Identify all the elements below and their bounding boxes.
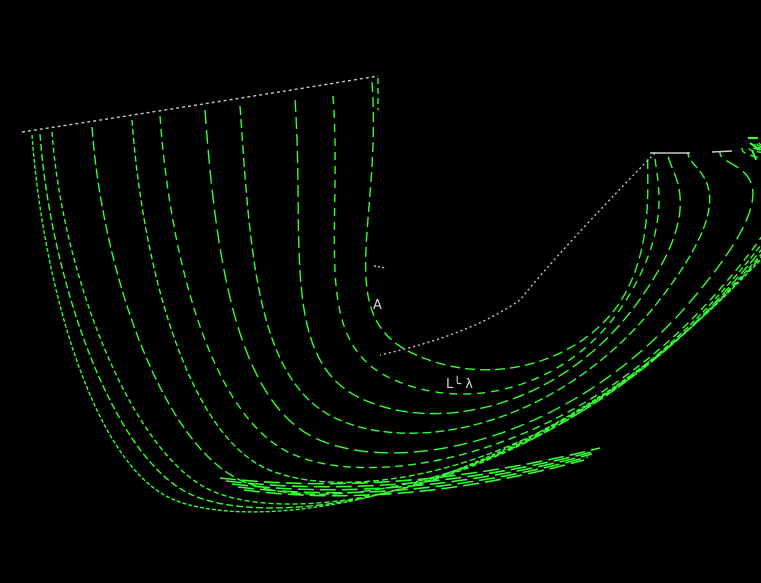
section-curve-6 (159, 115, 761, 469)
section-curve-10 (39, 133, 761, 509)
point-a-label: A (373, 298, 382, 313)
inner-waterline (379, 152, 656, 356)
section-curve-2 (332, 95, 660, 395)
point-b-label: L╰ λ (446, 375, 473, 392)
scan-marker-stroke-3 (751, 149, 757, 161)
deck-edge-right-2 (711, 150, 733, 153)
sheer-line-left (21, 75, 379, 133)
bottom-band-4 (237, 456, 589, 494)
section-curve-9 (51, 131, 761, 505)
section-curve-8 (91, 126, 761, 495)
bottom-band-1 (219, 447, 601, 485)
section-curve-3 (294, 99, 681, 415)
white-outline-group (21, 75, 733, 356)
section-curve-4 (239, 105, 711, 434)
scan-marker-stroke-2 (749, 142, 761, 151)
section-curve-1 (364, 81, 649, 371)
bottom-band-5 (243, 459, 585, 497)
section-curve-7 (131, 119, 761, 484)
mark-near-a (373, 265, 387, 269)
scan-marker-icon (748, 137, 761, 161)
green-curve-group (31, 81, 761, 513)
section-curve-11 (31, 134, 761, 513)
section-curve-5 (204, 109, 754, 454)
bottom-band-2 (225, 450, 597, 488)
bottom-band-3 (231, 453, 593, 491)
